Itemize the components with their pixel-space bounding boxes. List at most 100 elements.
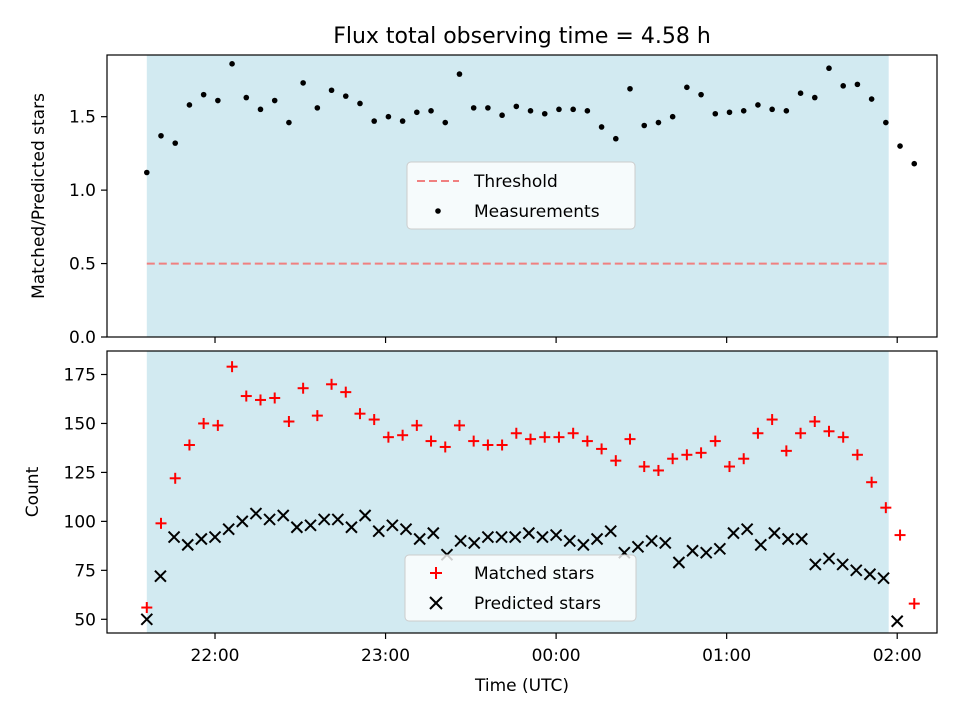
matched-star-point xyxy=(382,431,394,443)
predicted-star-point xyxy=(167,530,181,544)
top-axes-frame xyxy=(106,54,938,338)
matched-star-point xyxy=(880,502,892,514)
legend-matched-label: Matched stars xyxy=(474,564,594,584)
predicted-star-point xyxy=(263,513,276,526)
measurement-point xyxy=(485,105,491,111)
legend-measurements-label: Measurements xyxy=(474,202,600,222)
top-panel: 0.0 0.5 1.0 1.5 Matched/Predicted stars Thr… xyxy=(29,54,938,348)
matched-star-point xyxy=(297,382,309,394)
y-tick-label: 0.5 xyxy=(69,255,96,275)
measurement-point xyxy=(556,106,562,113)
predicted-star-point xyxy=(386,519,399,532)
top-x-ticks xyxy=(214,337,898,343)
measurement-point xyxy=(655,119,662,126)
predicted-star-point xyxy=(822,552,836,565)
matched-star-point xyxy=(183,439,195,451)
measurement-point xyxy=(712,110,719,117)
matched-star-point xyxy=(766,414,778,426)
predicted-star-point xyxy=(740,523,754,536)
predicted-star-point xyxy=(181,538,194,552)
measurement-point xyxy=(897,143,903,149)
matched-star-point xyxy=(866,476,878,488)
x-tick-label: 01:00 xyxy=(702,646,751,666)
measurement-point xyxy=(570,106,576,113)
legend-predicted-swatch xyxy=(429,596,443,610)
measurement-point xyxy=(868,96,875,102)
predicted-star-point xyxy=(208,530,222,544)
measurement-point xyxy=(883,119,889,126)
measurement-point xyxy=(143,169,150,176)
matched-star-point xyxy=(610,455,622,467)
matched-star-point xyxy=(212,419,224,431)
x-tick-label: 02:00 xyxy=(873,646,922,666)
measurement-point xyxy=(271,97,278,104)
predicted-star-point xyxy=(699,546,713,559)
bottom-axes-frame xyxy=(106,350,938,634)
matched-star-point xyxy=(397,429,409,441)
measurement-point xyxy=(243,94,250,101)
matched-star-point xyxy=(638,461,650,473)
predicted-star-point xyxy=(522,526,536,540)
predicted-star-point xyxy=(727,526,740,540)
y-tick-label: 175 xyxy=(64,366,96,386)
top-legend: Threshold Measurements xyxy=(406,161,636,230)
measurement-point xyxy=(300,80,306,86)
y-tick-label: 150 xyxy=(64,414,96,434)
matched-star-point xyxy=(496,439,508,451)
predicted-star-point xyxy=(836,558,849,571)
measurement-point xyxy=(357,100,363,107)
predicted-star-point xyxy=(195,532,208,546)
measurement-point xyxy=(328,87,335,94)
predicted-star-point xyxy=(317,513,331,526)
measurement-point xyxy=(499,112,505,119)
measurement-point xyxy=(541,110,548,117)
measurement-point xyxy=(456,71,463,77)
predicted-star-point xyxy=(249,507,263,520)
y-tick-label: 100 xyxy=(64,512,96,532)
matched-star-point xyxy=(226,361,238,373)
predicted-star-point xyxy=(495,530,508,544)
measurement-point xyxy=(911,160,918,167)
measurement-point xyxy=(698,91,704,98)
predicted-star-point xyxy=(154,570,167,583)
matched-star-point xyxy=(908,598,920,610)
predicted-star-point xyxy=(549,528,563,542)
predicted-star-point xyxy=(508,530,522,544)
matched-star-point xyxy=(525,433,537,445)
measurement-point xyxy=(669,113,676,120)
legend-matched-swatch xyxy=(430,567,442,579)
matched-star-point xyxy=(368,414,380,426)
bottom-legend: Matched stars Predicted stars xyxy=(404,554,637,622)
measurement-point xyxy=(371,118,377,124)
measurement-point xyxy=(470,105,477,111)
matched-star-point xyxy=(354,408,366,420)
matched-star-point xyxy=(425,435,437,447)
matched-star-point xyxy=(752,427,764,439)
predicted-star-point xyxy=(331,513,345,526)
measurement-point xyxy=(158,132,164,139)
predicted-star-point xyxy=(399,523,413,536)
matched-star-point xyxy=(254,394,266,406)
matched-star-point xyxy=(141,602,153,614)
measurement-point xyxy=(598,124,605,130)
measurement-point xyxy=(513,103,520,110)
measurement-point xyxy=(826,65,832,72)
legend-threshold-label: Threshold xyxy=(473,172,558,192)
top-legend-box xyxy=(406,161,636,230)
predicted-star-point xyxy=(427,526,440,540)
legend-predicted-label: Predicted stars xyxy=(474,594,601,614)
measurement-point xyxy=(257,106,264,113)
y-tick-label: 1.5 xyxy=(69,108,96,128)
predicted-star-point xyxy=(631,540,645,554)
measurement-point xyxy=(811,94,818,101)
matched-star-point xyxy=(553,431,565,443)
predicted-star-point xyxy=(236,515,249,528)
predicted-star-point xyxy=(686,544,699,557)
y-tick-label: 125 xyxy=(64,463,96,483)
bottom-legend-box xyxy=(404,554,637,622)
matched-star-point xyxy=(169,472,181,484)
predicted-star-point xyxy=(372,524,385,538)
matched-star-point xyxy=(283,416,295,427)
predicted-star-point xyxy=(454,534,467,548)
predicted-star-point xyxy=(713,542,727,555)
